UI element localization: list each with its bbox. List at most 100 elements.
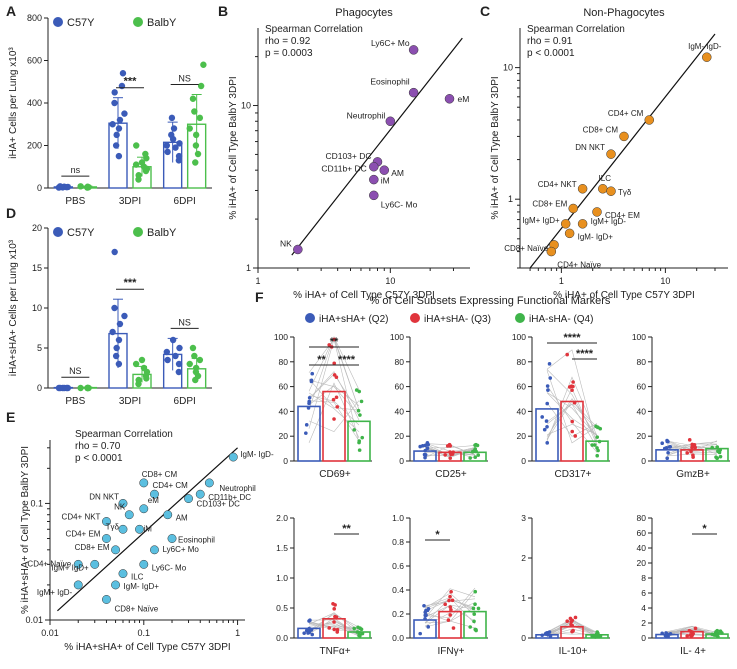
- legend-marker-c57y: [53, 227, 63, 237]
- y-tick-label: 400: [27, 98, 42, 108]
- data-point: [590, 443, 594, 447]
- data-point: [308, 628, 312, 633]
- data-point: [547, 362, 552, 366]
- data-point: [139, 559, 149, 569]
- data-point: [327, 626, 331, 630]
- legend-label: iHA+sHA+ (Q2): [319, 314, 388, 325]
- data-point: [564, 228, 575, 239]
- y-tick-label: 60: [279, 382, 289, 392]
- y-tick-label: 20: [517, 431, 527, 441]
- paired-line: [308, 382, 360, 444]
- panel-label-b: B: [218, 3, 228, 19]
- data-point: [164, 356, 171, 364]
- y-tick-label: 0: [641, 633, 646, 643]
- data-point: [189, 344, 197, 352]
- data-point: [163, 348, 171, 356]
- data-point: [194, 150, 202, 158]
- significance-label: ****: [338, 354, 356, 366]
- data-point: [360, 631, 365, 636]
- point-label: Ly6C+ Mo: [162, 545, 199, 554]
- paired-line: [546, 403, 598, 448]
- data-point: [135, 376, 142, 384]
- legend-marker: [410, 313, 420, 323]
- data-point: [720, 631, 724, 635]
- y-tick-label: 20: [637, 431, 647, 441]
- data-point: [169, 336, 177, 344]
- data-point: [172, 352, 179, 360]
- data-point: [143, 375, 150, 382]
- data-point: [470, 449, 475, 454]
- y-tick-label: 0.01: [25, 615, 43, 625]
- point-label: AM: [391, 168, 404, 178]
- data-point: [449, 452, 453, 457]
- stats-text: Spearman Correlation: [265, 24, 363, 35]
- data-point: [176, 344, 183, 352]
- significance-label: **: [342, 523, 351, 535]
- bar: [535, 408, 559, 462]
- data-point: [310, 371, 315, 376]
- bar: [680, 449, 704, 462]
- paired-line: [308, 622, 360, 628]
- data-point: [597, 439, 602, 444]
- marker-label: IL-10+: [559, 646, 588, 657]
- y-tick-label: 40: [279, 406, 289, 416]
- data-point: [369, 174, 379, 185]
- point-label: iM: [143, 524, 152, 533]
- bar: [560, 400, 584, 462]
- marker-label: GmzB+: [676, 469, 710, 480]
- y-tick-label: 800: [27, 13, 42, 23]
- data-point: [473, 589, 478, 594]
- data-point: [358, 633, 362, 638]
- data-point: [357, 448, 362, 452]
- data-point: [573, 615, 578, 620]
- point-label: CD103+ DC: [197, 500, 241, 509]
- data-point: [172, 144, 179, 151]
- y-tick-label: 40: [637, 406, 647, 416]
- y-tick-label: 100: [390, 332, 404, 342]
- stats-text: rho = 0.70: [75, 441, 121, 452]
- category-label: PBS: [65, 196, 85, 207]
- point-label: IgM+ IgD+: [51, 563, 89, 572]
- data-point: [448, 456, 453, 460]
- data-point: [327, 343, 331, 347]
- data-point: [85, 384, 92, 392]
- paired-line: [308, 378, 360, 411]
- y-tick-label: 5: [37, 343, 42, 353]
- y-tick-label: 1: [508, 194, 513, 204]
- data-point: [540, 415, 544, 419]
- data-point: [664, 632, 669, 637]
- y-tick-label: 1.5: [276, 543, 288, 553]
- data-point: [192, 364, 200, 372]
- stats-text: rho = 0.91: [527, 36, 573, 47]
- stats-text: Spearman Correlation: [75, 429, 173, 440]
- y-tick-label: 15: [32, 263, 42, 273]
- data-point: [200, 61, 207, 68]
- data-point: [385, 116, 396, 127]
- data-point: [716, 449, 720, 454]
- paired-line: [308, 371, 360, 421]
- data-point: [73, 559, 83, 569]
- data-point: [116, 116, 124, 124]
- point-label: CD103+ DC: [325, 151, 371, 161]
- data-point: [644, 115, 655, 125]
- paired-line: [546, 392, 598, 437]
- data-point: [668, 631, 673, 636]
- point-label: CD4+ EM: [66, 530, 101, 539]
- data-point: [408, 45, 419, 55]
- bar: [297, 405, 321, 462]
- data-point: [565, 619, 569, 623]
- data-point: [115, 125, 123, 132]
- data-point: [64, 183, 72, 191]
- panel-label-d: D: [6, 205, 16, 221]
- y-tick-label: 60: [395, 382, 405, 392]
- data-point: [196, 114, 204, 122]
- panel-label-f: F: [255, 289, 264, 305]
- legend-label-balby: BalbY: [147, 17, 177, 29]
- y-tick-label: 100: [274, 332, 288, 342]
- y-tick-label: 80: [279, 357, 289, 367]
- legend-label-c57y: C57Y: [67, 17, 95, 29]
- data-point: [332, 620, 336, 624]
- data-point: [690, 445, 695, 450]
- data-point: [309, 378, 314, 383]
